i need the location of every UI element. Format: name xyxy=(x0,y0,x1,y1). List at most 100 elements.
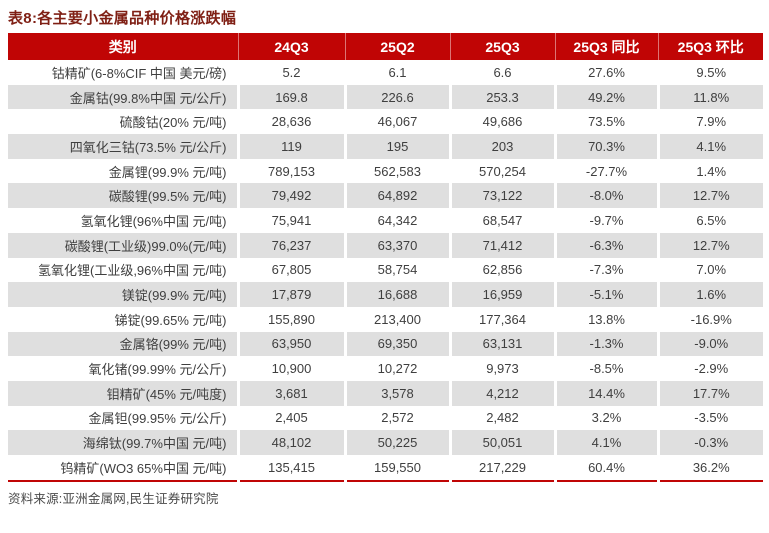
value-cell: -2.9% xyxy=(656,356,763,381)
value-cell: 17,879 xyxy=(236,282,345,307)
column-header: 类别 xyxy=(8,33,238,60)
value-cell: 64,892 xyxy=(343,183,450,209)
value-cell: 49.2% xyxy=(553,84,658,110)
table-row: 金属锂(99.9% 元/吨) 789,153 562,583 570,254 -27.7… xyxy=(8,158,763,184)
value-cell: 5.2 xyxy=(236,60,345,85)
value-cell: 12.7% xyxy=(656,232,763,258)
table-row: 氢氧化锂(工业级,96%中国 元/吨) 67,805 58,754 62,856 -7.… xyxy=(8,257,763,283)
value-cell: 562,583 xyxy=(343,158,450,184)
table-row: 碳酸锂(工业级)99.0%(元/吨) 76,237 63,370 71,412 -6.3… xyxy=(8,232,763,258)
column-header: 25Q2 xyxy=(344,33,450,60)
category-cell: 氧化锗(99.99% 元/公斤) xyxy=(8,356,238,381)
value-cell: 217,229 xyxy=(448,455,555,482)
value-cell: 12.7% xyxy=(656,183,763,209)
category-cell: 金属钽(99.95% 元/公斤) xyxy=(8,405,238,431)
table-row: 硫酸钴(20% 元/吨) 28,636 46,067 49,686 73.5% 7.9% xyxy=(8,109,763,135)
header-row: 类别 24Q3 25Q2 25Q3 25Q3 同比 25Q3 环比 xyxy=(8,33,763,60)
value-cell: 1.4% xyxy=(656,158,763,184)
value-cell: 16,688 xyxy=(343,282,450,307)
value-cell: 11.8% xyxy=(656,84,763,110)
value-cell: 48,102 xyxy=(236,430,345,455)
value-cell: 14.4% xyxy=(553,380,658,406)
category-cell: 氢氧化锂(96%中国 元/吨) xyxy=(8,208,238,233)
value-cell: 73.5% xyxy=(553,109,658,135)
value-cell: -16.9% xyxy=(656,306,763,332)
table-row: 碳酸锂(99.5% 元/吨) 79,492 64,892 73,122 -8.0% 12.… xyxy=(8,183,763,209)
value-cell: 28,636 xyxy=(236,109,345,135)
category-cell: 海绵钛(99.7%中国 元/吨) xyxy=(8,430,238,455)
value-cell: 27.6% xyxy=(553,60,658,85)
category-cell: 钨精矿(WO3 65%中国 元/吨) xyxy=(8,455,238,482)
value-cell: -5.1% xyxy=(553,282,658,307)
table-body: 钴精矿(6-8%CIF 中国 美元/磅) 5.2 6.1 6.6 27.6% 9.5% 金属… xyxy=(8,60,763,482)
category-cell: 镁锭(99.9% 元/吨) xyxy=(8,282,238,307)
category-cell: 金属锂(99.9% 元/吨) xyxy=(8,158,238,184)
value-cell: 3,578 xyxy=(343,380,450,406)
table-row: 氧化锗(99.99% 元/公斤) 10,900 10,272 9,973 -8.5% -2… xyxy=(8,356,763,381)
value-cell: -8.0% xyxy=(553,183,658,209)
page-title: 表8:各主要小金属品种价格涨跌幅 xyxy=(8,10,237,27)
category-cell: 碳酸锂(99.5% 元/吨) xyxy=(8,183,238,209)
value-cell: 7.9% xyxy=(656,109,763,135)
value-cell: 169.8 xyxy=(236,84,345,110)
value-cell: 46,067 xyxy=(343,109,450,135)
value-cell: 3.2% xyxy=(553,405,658,431)
value-cell: 69,350 xyxy=(343,331,450,357)
value-cell: 10,900 xyxy=(236,356,345,381)
value-cell: 16,959 xyxy=(448,282,555,307)
value-cell: -7.3% xyxy=(553,257,658,283)
table-row: 镁锭(99.9% 元/吨) 17,879 16,688 16,959 -5.1% 1.6% xyxy=(8,282,763,307)
value-cell: 75,941 xyxy=(236,208,345,233)
value-cell: 119 xyxy=(236,134,345,159)
value-cell: 9.5% xyxy=(656,60,763,85)
value-cell: 155,890 xyxy=(236,306,345,332)
value-cell: 6.6 xyxy=(448,60,555,85)
table-row: 氢氧化锂(96%中国 元/吨) 75,941 64,342 68,547 -9.7% 6.… xyxy=(8,208,763,233)
value-cell: -27.7% xyxy=(553,158,658,184)
value-cell: 6.1 xyxy=(343,60,450,85)
table-row: 金属钽(99.95% 元/公斤) 2,405 2,572 2,482 3.2% -3.5% xyxy=(8,405,763,431)
value-cell: 50,051 xyxy=(448,430,555,455)
value-cell: 195 xyxy=(343,134,450,159)
value-cell: 789,153 xyxy=(236,158,345,184)
category-cell: 氢氧化锂(工业级,96%中国 元/吨) xyxy=(8,257,238,283)
value-cell: 4.1% xyxy=(553,430,658,455)
value-cell: 36.2% xyxy=(656,455,763,482)
value-cell: 63,370 xyxy=(343,232,450,258)
value-cell: -1.3% xyxy=(553,331,658,357)
value-cell: 159,550 xyxy=(343,455,450,482)
value-cell: 7.0% xyxy=(656,257,763,283)
category-cell: 四氧化三钴(73.5% 元/公斤) xyxy=(8,134,238,159)
value-cell: -6.3% xyxy=(553,232,658,258)
table-header: 类别 24Q3 25Q2 25Q3 25Q3 同比 25Q3 环比 xyxy=(8,33,763,60)
value-cell: 49,686 xyxy=(448,109,555,135)
value-cell: 2,572 xyxy=(343,405,450,431)
column-header: 24Q3 xyxy=(237,33,345,60)
value-cell: -0.3% xyxy=(656,430,763,455)
column-header: 25Q3 同比 xyxy=(554,33,658,60)
table-row: 金属钴(99.8%中国 元/公斤) 169.8 226.6 253.3 49.2% 11.… xyxy=(8,84,763,110)
value-cell: 2,405 xyxy=(236,405,345,431)
value-cell: 76,237 xyxy=(236,232,345,258)
price-table: 类别 24Q3 25Q2 25Q3 25Q3 同比 25Q3 环比 钴精矿(6-8%CIF… xyxy=(8,33,763,482)
value-cell: -9.0% xyxy=(656,331,763,357)
value-cell: 4.1% xyxy=(656,134,763,159)
table-row: 钼精矿(45% 元/吨度) 3,681 3,578 4,212 14.4% 17.7% xyxy=(8,380,763,406)
value-cell: 570,254 xyxy=(448,158,555,184)
category-cell: 锑锭(99.65% 元/吨) xyxy=(8,306,238,332)
value-cell: 68,547 xyxy=(448,208,555,233)
value-cell: 4,212 xyxy=(448,380,555,406)
value-cell: 2,482 xyxy=(448,405,555,431)
value-cell: 203 xyxy=(448,134,555,159)
column-header: 25Q3 xyxy=(449,33,555,60)
value-cell: 135,415 xyxy=(236,455,345,482)
value-cell: 50,225 xyxy=(343,430,450,455)
value-cell: 253.3 xyxy=(448,84,555,110)
table-row: 海绵钛(99.7%中国 元/吨) 48,102 50,225 50,051 4.1% -0… xyxy=(8,430,763,455)
value-cell: 67,805 xyxy=(236,257,345,283)
value-cell: 1.6% xyxy=(656,282,763,307)
value-cell: 13.8% xyxy=(553,306,658,332)
value-cell: -9.7% xyxy=(553,208,658,233)
table-row: 四氧化三钴(73.5% 元/公斤) 119 195 203 70.3% 4.1% xyxy=(8,134,763,159)
